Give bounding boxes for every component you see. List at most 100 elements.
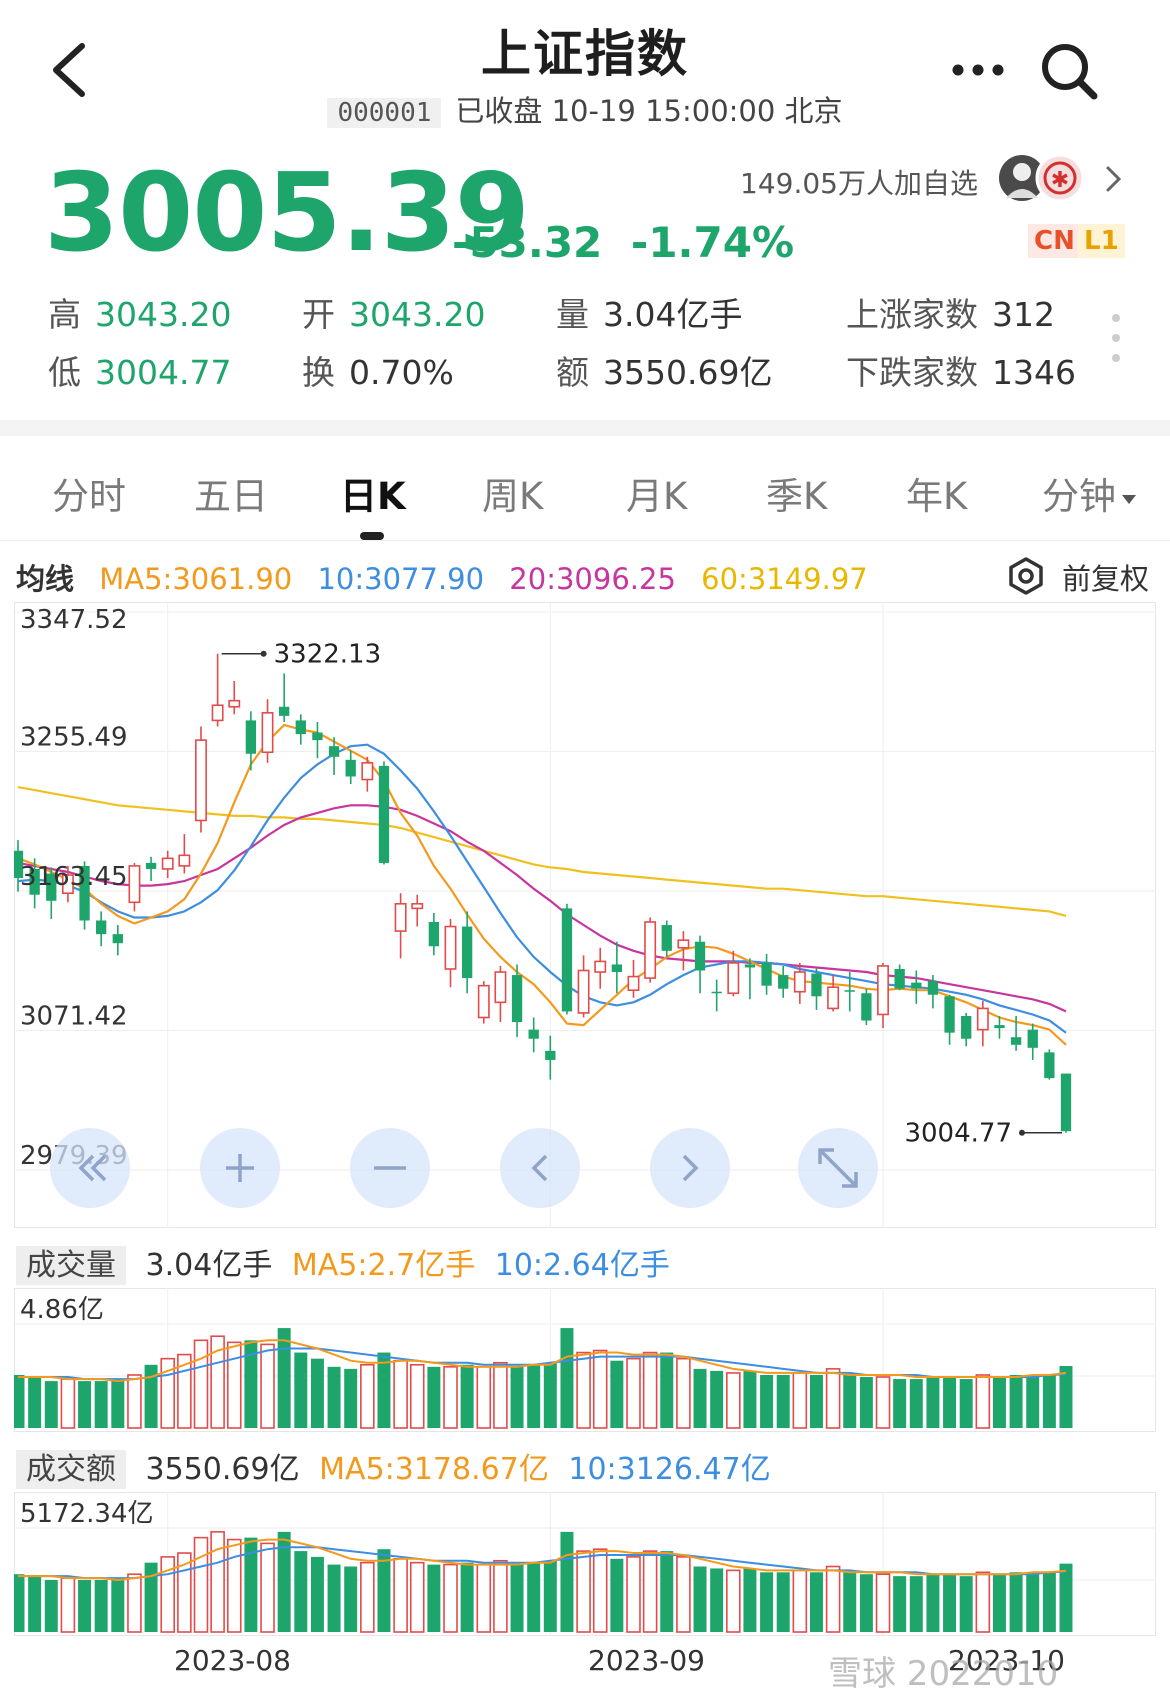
stat-volume: 量 3.04亿手	[556, 295, 743, 334]
bar	[527, 1562, 541, 1632]
candle	[128, 862, 141, 912]
bar	[875, 1376, 891, 1429]
scroll-left-button[interactable]	[500, 1128, 580, 1208]
stats-more-button[interactable]	[1110, 312, 1122, 364]
bar	[476, 1366, 492, 1429]
y-tick-label: 3071.42	[20, 1002, 128, 1032]
adjust-mode-button[interactable]: 前复权	[1062, 562, 1150, 596]
candle	[145, 856, 157, 882]
bar	[144, 1562, 158, 1632]
bar	[576, 1351, 591, 1429]
tab-yearly-k[interactable]: 年K	[906, 475, 968, 518]
tab-five-day[interactable]: 五日	[194, 475, 268, 518]
chart-grid	[14, 602, 1156, 1228]
bar	[244, 1537, 258, 1632]
tab-monthly-k[interactable]: 月K	[626, 475, 688, 518]
candle	[79, 861, 90, 930]
follow-arrow[interactable]	[1102, 164, 1124, 194]
bar	[226, 1538, 242, 1633]
volume-ma-lines	[18, 1339, 1067, 1383]
candlestick-chart[interactable]: 3347.52 3255.49 3163.45 3071.42 2979.39 …	[14, 602, 1156, 1228]
bar	[626, 1556, 641, 1633]
change-percent: -1.74%	[630, 218, 795, 267]
scroll-right-button[interactable]	[650, 1128, 730, 1208]
bar	[710, 1568, 724, 1632]
ma60-value: 60:3149.97	[701, 562, 868, 596]
amount-legend: 成交额 3550.69亿 MA5:3178.67亿 10:3126.47亿	[16, 1444, 781, 1489]
candle	[494, 965, 507, 1023]
candle	[228, 680, 241, 715]
bar	[427, 1564, 441, 1632]
bar	[260, 1542, 275, 1633]
volume-value: 3.04亿手	[145, 1248, 273, 1283]
tab-minute[interactable]: 分钟	[1042, 466, 1138, 520]
bar	[610, 1558, 624, 1632]
amount-chart[interactable]: 5172.34亿	[14, 1492, 1156, 1636]
candle	[827, 975, 840, 1012]
candle	[1044, 1049, 1055, 1080]
chart-settings-button[interactable]	[1006, 556, 1046, 596]
bar	[792, 1569, 808, 1633]
candle	[976, 1000, 989, 1047]
tab-daily-k[interactable]: 日K	[340, 475, 406, 518]
candle	[545, 1035, 556, 1080]
candle	[961, 1012, 972, 1047]
bar	[193, 1339, 209, 1429]
follower-count[interactable]: 149.05万人加自选	[740, 167, 978, 200]
bar	[543, 1560, 557, 1632]
bar	[28, 1377, 42, 1428]
bar	[992, 1377, 1006, 1428]
bar	[360, 1561, 375, 1633]
bar	[560, 1531, 574, 1632]
back-button[interactable]	[44, 40, 98, 100]
volume-ma5: MA5:2.7亿手	[291, 1248, 476, 1283]
bar	[193, 1536, 209, 1633]
bar	[277, 1531, 291, 1632]
watermark: 雪球 2022010	[828, 1654, 1059, 1694]
bar	[177, 1353, 192, 1429]
volume-title[interactable]: 成交量	[16, 1246, 126, 1285]
bar	[959, 1379, 973, 1428]
expand-icon	[818, 1148, 858, 1188]
candle	[14, 840, 24, 892]
candle	[927, 975, 939, 1009]
bar	[1026, 1374, 1040, 1428]
gear-icon	[1009, 557, 1043, 595]
bar	[28, 1576, 42, 1632]
volume-chart[interactable]: 4.86亿	[14, 1288, 1156, 1432]
bar	[760, 1572, 774, 1632]
more-button[interactable]	[948, 50, 1008, 90]
candle	[211, 653, 224, 727]
active-tab-indicator	[360, 532, 384, 540]
scroll-to-start-button[interactable]	[50, 1128, 130, 1208]
candle	[877, 962, 889, 1029]
chevron-left-icon	[531, 1154, 548, 1182]
zoom-in-button[interactable]	[200, 1128, 280, 1208]
stat-low: 低 3004.77	[48, 353, 232, 392]
min-pointer-dot	[1019, 1129, 1025, 1136]
tab-quarterly-k[interactable]: 季K	[766, 475, 828, 518]
chevron-left-icon	[53, 43, 85, 97]
x-tick-label: 2023-10	[948, 1644, 1065, 1677]
follower-avatars[interactable]: ✱	[996, 152, 1088, 204]
y-axis-labels: 3347.52 3255.49 3163.45 3071.42 2979.39	[20, 605, 128, 1171]
volume-bars	[14, 1328, 1073, 1429]
bar	[527, 1364, 541, 1428]
search-button[interactable]	[1038, 40, 1102, 104]
candle	[161, 850, 174, 879]
chevron-right-icon	[682, 1154, 699, 1182]
candle	[677, 931, 690, 971]
tab-intraday[interactable]: 分时	[52, 475, 126, 518]
amount-title[interactable]: 成交额	[16, 1450, 126, 1489]
ma-legend-label: 均线	[16, 562, 75, 596]
zoom-out-button[interactable]	[350, 1128, 430, 1208]
bar	[726, 1569, 741, 1633]
bar	[943, 1377, 957, 1428]
candle	[861, 988, 872, 1026]
caret-down-icon	[1122, 494, 1136, 504]
market-badge-cn: CN	[1028, 224, 1081, 258]
tab-weekly-k[interactable]: 周K	[482, 475, 544, 518]
fullscreen-button[interactable]	[798, 1128, 878, 1208]
bar	[443, 1366, 458, 1429]
bar	[277, 1328, 291, 1428]
